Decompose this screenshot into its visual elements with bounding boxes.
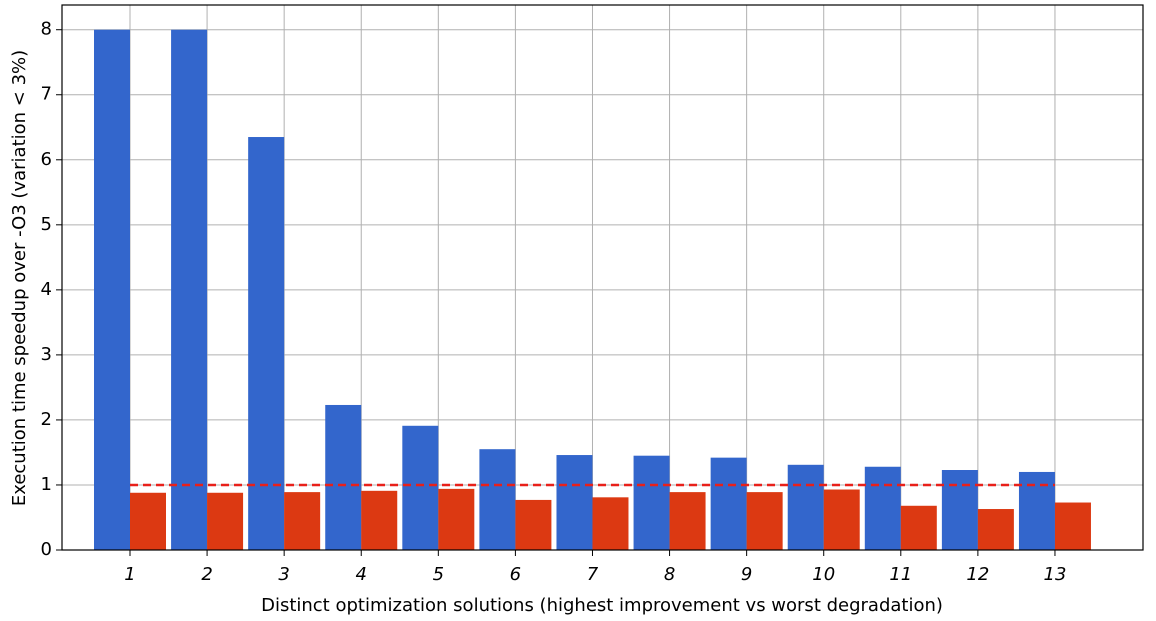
bar xyxy=(556,455,593,550)
bar xyxy=(669,492,706,550)
bar xyxy=(864,466,901,550)
bar xyxy=(633,455,670,550)
bar xyxy=(592,497,629,550)
x-tick-label: 12 xyxy=(966,564,989,585)
x-tick-label: 3 xyxy=(278,564,289,585)
bar xyxy=(248,137,285,550)
bar xyxy=(710,457,747,550)
y-tick-label: 4 xyxy=(41,279,52,300)
bar xyxy=(325,404,362,550)
bar xyxy=(977,509,1014,550)
bar xyxy=(438,488,475,550)
plot-frame xyxy=(61,4,1144,551)
y-tick-label: 8 xyxy=(41,19,52,40)
bar xyxy=(823,489,860,550)
x-axis-label: Distinct optimization solutions (highest… xyxy=(261,595,943,616)
x-tick-label: 1 xyxy=(124,564,135,585)
y-tick-label: 2 xyxy=(41,409,52,430)
bar xyxy=(1018,471,1055,550)
bar xyxy=(515,499,552,550)
bar xyxy=(130,492,166,550)
x-tick-label: 13 xyxy=(1044,564,1067,585)
bar xyxy=(94,29,130,550)
bar xyxy=(479,449,516,550)
x-tick-label: 7 xyxy=(587,564,599,585)
y-tick-label: 6 xyxy=(41,149,52,170)
y-tick-label: 5 xyxy=(41,214,52,235)
bar xyxy=(284,492,321,550)
y-axis-label: Execution time speedup over -O3 (variati… xyxy=(9,50,30,506)
x-tick-label: 8 xyxy=(664,564,675,585)
bar xyxy=(787,464,824,550)
x-tick-label: 9 xyxy=(741,564,752,585)
bar xyxy=(171,29,208,550)
y-tick-label: 3 xyxy=(41,344,52,365)
y-tick-label: 1 xyxy=(41,474,52,495)
bar xyxy=(361,490,398,550)
x-tick-label: 6 xyxy=(510,564,521,585)
x-tick-label: 11 xyxy=(889,564,912,585)
bar xyxy=(941,470,978,550)
bar xyxy=(402,425,439,550)
y-tick-label: 0 xyxy=(41,539,52,560)
bar xyxy=(746,492,783,550)
bar xyxy=(900,505,937,550)
x-tick-label: 4 xyxy=(356,564,367,585)
bar xyxy=(207,492,244,550)
bar xyxy=(1054,502,1091,550)
y-tick-label: 7 xyxy=(41,84,52,105)
x-tick-label: 10 xyxy=(812,564,835,585)
x-tick-label: 2 xyxy=(201,564,212,585)
x-tick-label: 5 xyxy=(433,564,444,585)
